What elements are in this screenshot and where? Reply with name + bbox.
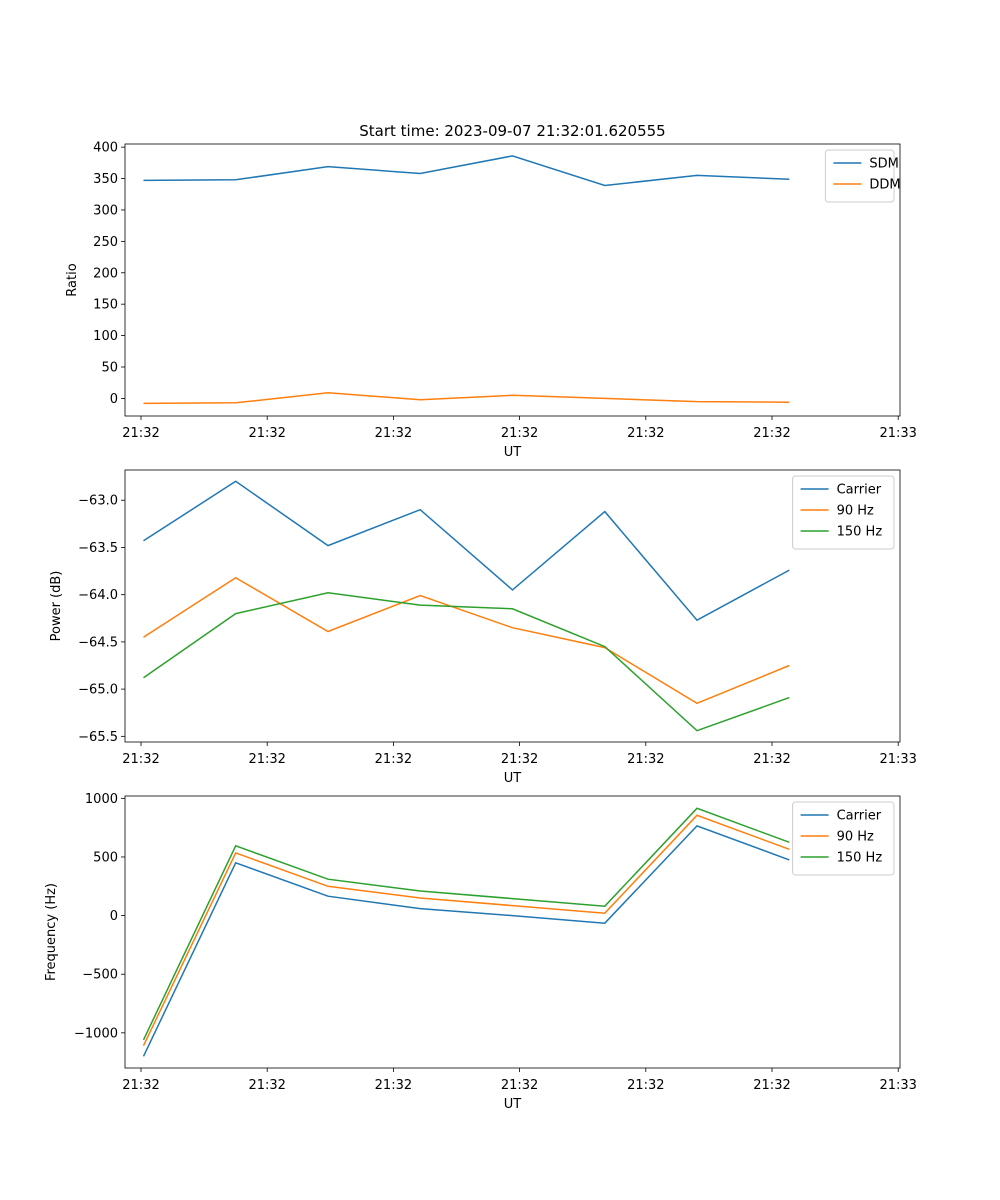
y-tick-label: −64.5 (78, 635, 118, 650)
x-tick-label: 21:32 (122, 426, 159, 441)
x-tick-label: 21:32 (753, 752, 790, 767)
axes-frame (124, 795, 901, 1069)
plot-2: 21:32 21:32 21:32 21:32 21:32 21:32 21:33 −65.5… (49, 469, 917, 786)
axes-frame (124, 469, 901, 743)
y-tick-label: 500 (93, 850, 118, 865)
legend-label: 150 Hz (837, 851, 883, 866)
y-tick-label: 0 (110, 909, 118, 924)
series-line-sdm (143, 155, 790, 187)
series-line-carrier (142, 825, 790, 1057)
x-tick-label: 21:32 (375, 752, 412, 767)
x-tick-label: 21:32 (627, 1078, 664, 1093)
axes-frame (124, 143, 901, 417)
legend-label: SDM (869, 157, 898, 172)
series-line-90-hz (142, 814, 790, 1047)
y-tick-label: 1000 (85, 792, 118, 807)
y-tick-label: 300 (93, 203, 118, 218)
x-tick-label: 21:32 (753, 1078, 790, 1093)
y-tick-label: 200 (93, 266, 118, 281)
y-tick-label: −65.0 (78, 683, 118, 698)
x-tick-label: 21:32 (375, 1078, 412, 1093)
legend: Carrier 90 Hz 150 Hz (792, 801, 895, 876)
x-axis-label: UT (504, 771, 522, 786)
y-axis-label: Power (dB) (49, 571, 64, 642)
series-line-150-hz (143, 592, 790, 732)
x-tick-label: 21:33 (879, 1078, 916, 1093)
x-axis-label: UT (504, 445, 522, 460)
legend-label: 90 Hz (837, 830, 874, 845)
x-tick-label: 21:32 (627, 426, 664, 441)
x-tick-label: 21:32 (501, 1078, 538, 1093)
y-tick-label: 0 (110, 392, 118, 407)
plot-3: 21:32 21:32 21:32 21:32 21:32 21:32 21:33 −1000… (44, 792, 917, 1112)
x-tick-label: 21:32 (753, 426, 790, 441)
x-tick-label: 21:33 (879, 426, 916, 441)
legend: Carrier 90 Hz 150 Hz (792, 475, 895, 550)
x-tick-label: 21:32 (248, 426, 285, 441)
x-tick-label: 21:32 (627, 752, 664, 767)
legend-label: Carrier (837, 809, 882, 824)
series-line-carrier (143, 480, 790, 622)
legend-label: Carrier (837, 483, 882, 498)
y-axis-label: Frequency (Hz) (44, 883, 59, 981)
x-tick-label: 21:32 (248, 752, 285, 767)
y-tick-label: −63.0 (78, 494, 118, 509)
x-tick-label: 21:33 (879, 752, 916, 767)
y-tick-label: −1000 (74, 1026, 118, 1041)
x-tick-label: 21:32 (122, 752, 159, 767)
y-tick-label: 100 (93, 329, 118, 344)
y-tick-label: 250 (93, 235, 118, 250)
y-tick-label: 50 (101, 361, 118, 376)
y-tick-label: −500 (82, 968, 118, 983)
x-tick-label: 21:32 (501, 426, 538, 441)
x-tick-label: 21:32 (122, 1078, 159, 1093)
x-axis-label: UT (504, 1097, 522, 1112)
x-tick-label: 21:32 (248, 1078, 285, 1093)
series-line-ddm (143, 392, 790, 405)
legend-label: 150 Hz (837, 525, 883, 540)
x-tick-label: 21:32 (501, 752, 538, 767)
legend-label: 90 Hz (837, 504, 874, 519)
legend-label: DDM (869, 178, 900, 193)
y-tick-label: 150 (93, 298, 118, 313)
figure-title: Start time: 2023-09-07 21:32:01.620555 (359, 122, 665, 140)
y-tick-label: −63.5 (78, 541, 118, 556)
y-tick-label: −64.0 (78, 588, 118, 603)
series-line-90-hz (143, 576, 790, 705)
x-tick-label: 21:32 (375, 426, 412, 441)
y-tick-label: 400 (93, 141, 118, 156)
plot-1: 21:32 21:32 21:32 21:32 21:32 21:32 21:33 0 50 10… (65, 141, 917, 460)
y-tick-label: −65.5 (78, 730, 118, 745)
y-tick-label: 350 (93, 172, 118, 187)
series-line-150-hz (142, 807, 790, 1041)
y-axis-label: Ratio (65, 263, 80, 296)
legend: SDM DDM (824, 149, 901, 203)
